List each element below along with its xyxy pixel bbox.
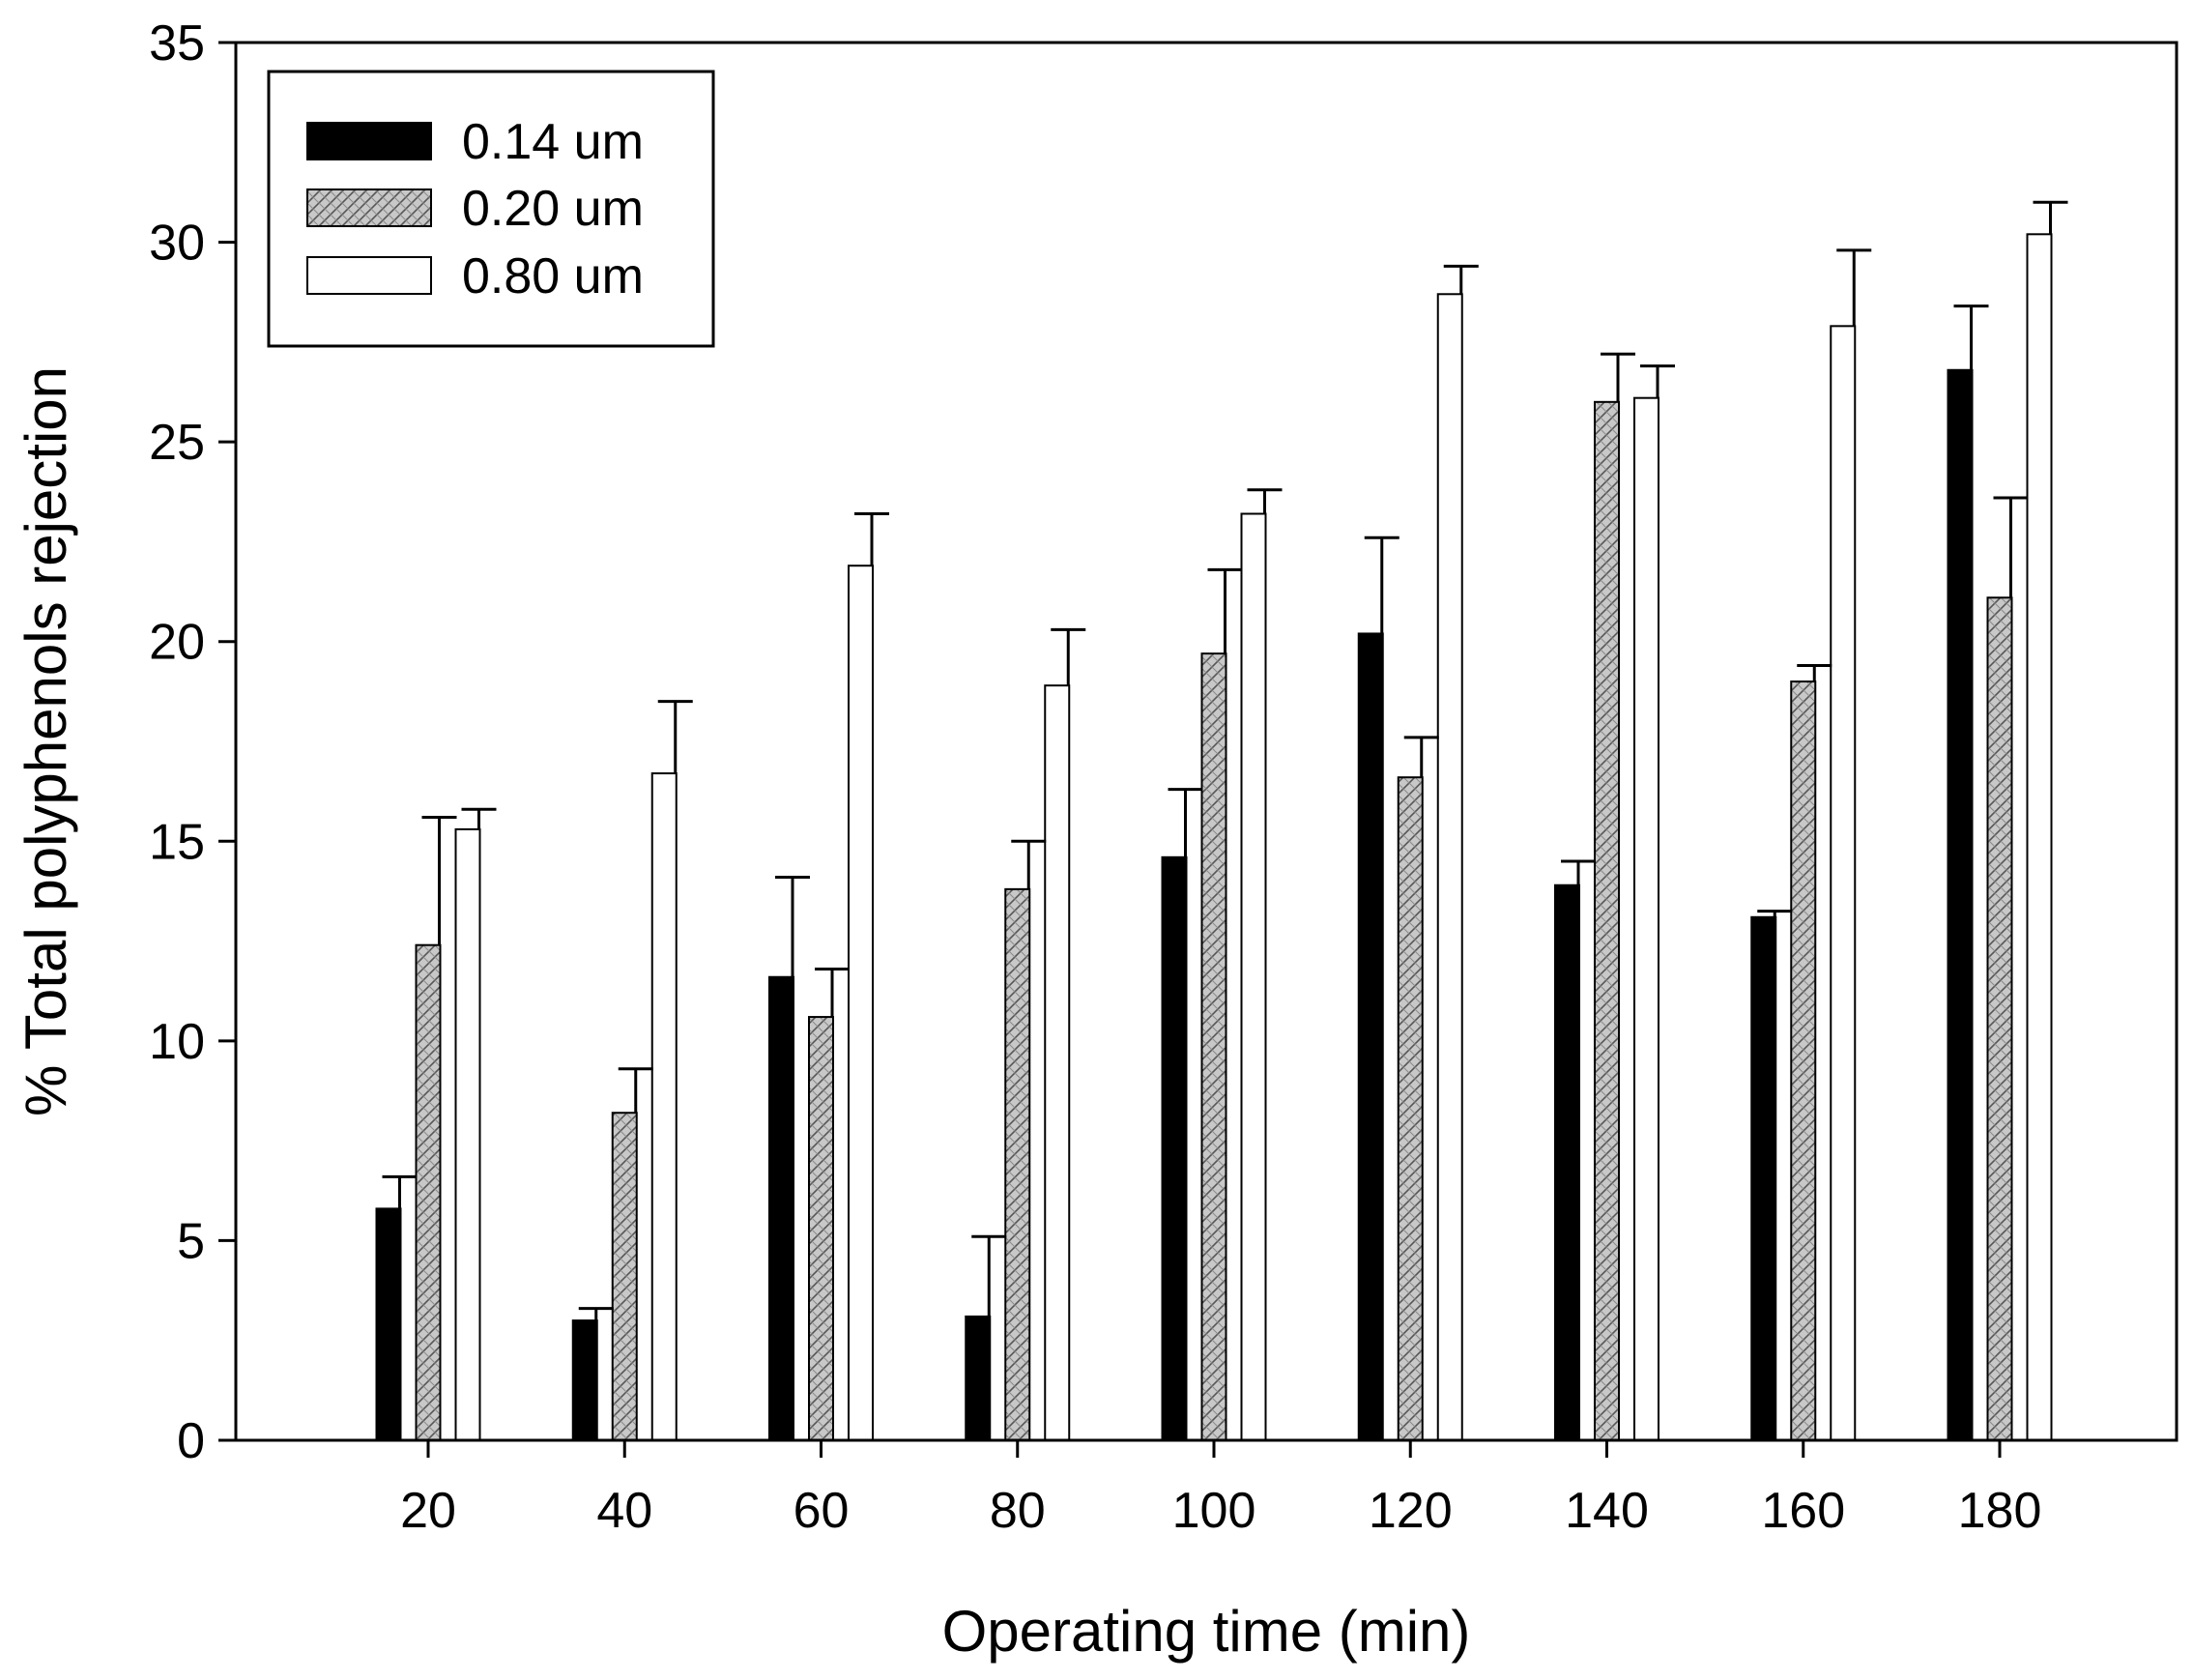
y-axis: 0 5 10 15 20 25 30 35 — [149, 15, 236, 1469]
legend-label-0-80um: 0.80 um — [462, 248, 644, 304]
legend-swatch-0-14um — [306, 122, 432, 160]
bar-0-20-um-80 — [1004, 887, 1031, 1441]
legend-swatch-0-80um — [306, 256, 432, 295]
bar-0-14-um-160 — [1750, 915, 1777, 1441]
legend-label-0-14um: 0.14 um — [462, 114, 644, 170]
bar-0-80-um-160 — [1830, 325, 1857, 1441]
bar-0-80-um-80 — [1044, 684, 1071, 1441]
bar-0-20-um-100 — [1200, 652, 1227, 1441]
bar-0-80-um-100 — [1240, 512, 1267, 1441]
x-axis-title: Operating time (min) — [942, 1599, 1471, 1664]
bar-0-14-um-140 — [1554, 883, 1580, 1441]
bars-layer — [375, 233, 2053, 1442]
x-tick-label: 160 — [1761, 1483, 1845, 1539]
bar-0-14-um-40 — [571, 1319, 598, 1441]
bar-0-20-um-40 — [611, 1112, 638, 1442]
bar-0-14-um-100 — [1161, 855, 1188, 1441]
bar-0-80-um-180 — [2026, 233, 2053, 1441]
bar-0-14-um-80 — [965, 1315, 992, 1441]
legend: 0.14 um 0.20 um 0.80 um — [267, 70, 715, 348]
plot-frame — [234, 41, 2179, 1442]
bar-0-80-um-40 — [650, 772, 678, 1441]
y-axis-title: % Total polyphenols rejection — [14, 366, 78, 1116]
bar-0-14-um-60 — [768, 975, 794, 1441]
y-tick-label: 35 — [149, 15, 205, 72]
legend-label-0-20um: 0.20 um — [462, 181, 644, 237]
bar-0-14-um-120 — [1357, 632, 1384, 1441]
error-bars-layer — [382, 200, 2068, 1321]
bar-0-20-um-180 — [1986, 596, 2013, 1441]
x-axis: 20 40 60 80 100 120 140 160 180 — [400, 1440, 2041, 1539]
x-tick-label: 100 — [1172, 1483, 1256, 1539]
y-tick-label: 30 — [149, 216, 205, 272]
x-tick-label: 40 — [596, 1483, 652, 1539]
legend-swatch-0-20um — [306, 188, 432, 227]
x-tick-label: 20 — [400, 1483, 456, 1539]
x-tick-label: 60 — [794, 1483, 850, 1539]
bar-0-80-um-140 — [1633, 396, 1659, 1441]
y-tick-label: 15 — [149, 814, 205, 870]
bar-0-20-um-140 — [1594, 400, 1620, 1441]
y-tick-label: 20 — [149, 615, 205, 671]
y-tick-label: 5 — [177, 1213, 205, 1269]
bar-0-14-um-180 — [1947, 368, 1974, 1442]
y-tick-label: 25 — [149, 415, 205, 471]
bar-0-20-um-20 — [415, 943, 442, 1441]
bar-0-20-um-160 — [1790, 681, 1817, 1441]
x-tick-label: 140 — [1565, 1483, 1649, 1539]
x-tick-label: 120 — [1369, 1483, 1453, 1539]
bar-0-20-um-120 — [1397, 776, 1424, 1441]
bar-0-20-um-60 — [808, 1016, 834, 1442]
bar-0-14-um-20 — [375, 1207, 402, 1442]
y-tick-label: 10 — [149, 1014, 205, 1070]
bar-0-80-um-20 — [454, 827, 481, 1441]
x-tick-label: 80 — [990, 1483, 1046, 1539]
bar-0-80-um-120 — [1436, 293, 1463, 1441]
bar-0-80-um-60 — [848, 565, 874, 1441]
y-tick-label: 0 — [177, 1413, 205, 1469]
x-tick-label: 180 — [1958, 1483, 2042, 1539]
